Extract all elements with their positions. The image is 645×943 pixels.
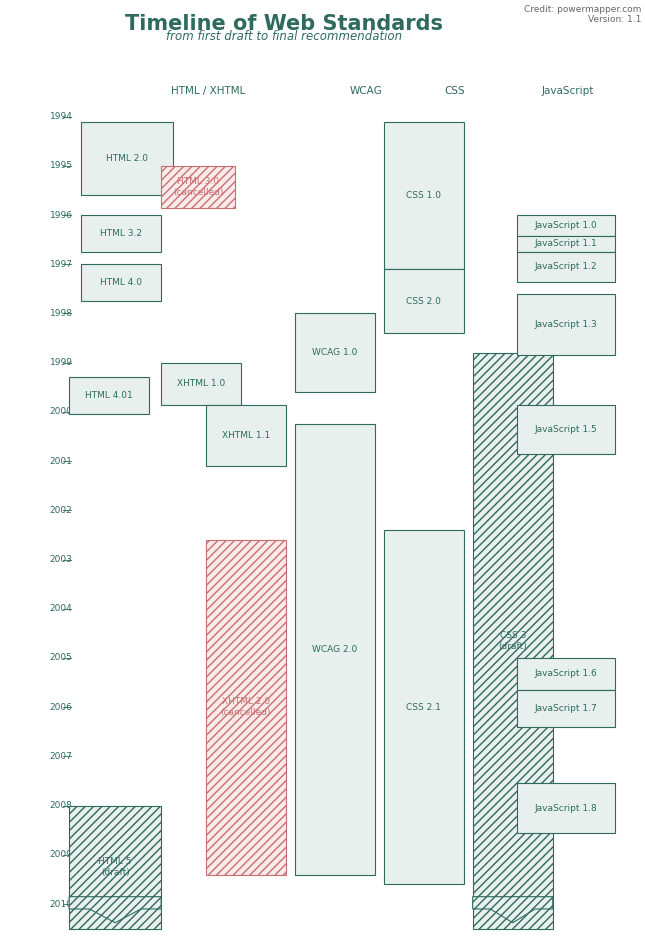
Bar (384, 530, 464, 885)
Bar (517, 784, 615, 833)
Text: HTML / XHTML: HTML / XHTML (172, 86, 246, 96)
Text: 1997: 1997 (50, 259, 72, 269)
Bar (517, 658, 615, 690)
Text: 2008: 2008 (50, 802, 72, 810)
Text: CSS: CSS (444, 86, 465, 96)
Bar (206, 540, 286, 874)
Text: JavaScript 1.7: JavaScript 1.7 (535, 703, 597, 713)
Text: JavaScript: JavaScript (541, 86, 594, 96)
Text: JavaScript 1.3: JavaScript 1.3 (535, 320, 597, 329)
Bar (517, 252, 615, 282)
Text: from first draft to final recommendation: from first draft to final recommendation (166, 30, 402, 43)
Text: HTML 5
(draft): HTML 5 (draft) (99, 857, 132, 877)
Text: HTML 3.2: HTML 3.2 (100, 229, 142, 238)
Text: CSS 1.0: CSS 1.0 (406, 190, 441, 200)
Text: XHTML 1.1: XHTML 1.1 (221, 431, 270, 439)
Text: Credit: powermapper.com
Version: 1.1: Credit: powermapper.com Version: 1.1 (524, 5, 642, 25)
Text: 2003: 2003 (50, 555, 72, 564)
Bar (295, 424, 375, 874)
Text: 2009: 2009 (50, 851, 72, 859)
Bar (517, 294, 615, 356)
Text: 1998: 1998 (50, 309, 72, 318)
Text: 2004: 2004 (50, 604, 72, 613)
Text: JavaScript 1.6: JavaScript 1.6 (535, 670, 597, 678)
Bar (161, 166, 235, 207)
Bar (295, 313, 375, 392)
Text: 2010: 2010 (50, 900, 72, 908)
Text: 1995: 1995 (50, 161, 72, 171)
Bar (517, 236, 615, 252)
Bar (81, 264, 161, 301)
Text: CSS 2.0: CSS 2.0 (406, 297, 441, 306)
Bar (517, 215, 615, 236)
Bar (161, 363, 241, 405)
Bar (384, 269, 464, 333)
Bar (206, 405, 286, 466)
Text: WCAG 1.0: WCAG 1.0 (312, 348, 357, 357)
Text: HTML 4.01: HTML 4.01 (85, 391, 133, 401)
Text: JavaScript 1.5: JavaScript 1.5 (535, 424, 597, 434)
Text: JavaScript 1.2: JavaScript 1.2 (535, 262, 597, 272)
Bar (81, 215, 161, 252)
Bar (69, 805, 161, 929)
Text: 1996: 1996 (50, 210, 72, 220)
Text: 1999: 1999 (50, 358, 72, 367)
Text: WCAG 2.0: WCAG 2.0 (312, 645, 357, 653)
Polygon shape (69, 897, 161, 923)
Text: CSS 2.1: CSS 2.1 (406, 703, 441, 712)
Bar (384, 122, 464, 269)
Text: JavaScript 1.0: JavaScript 1.0 (535, 221, 597, 230)
Text: WCAG: WCAG (350, 86, 382, 96)
Text: JavaScript 1.8: JavaScript 1.8 (535, 803, 597, 813)
Text: 2005: 2005 (50, 653, 72, 663)
Text: HTML 2.0: HTML 2.0 (106, 154, 148, 163)
Text: 2007: 2007 (50, 752, 72, 761)
Text: 2006: 2006 (50, 703, 72, 712)
Bar (473, 353, 553, 929)
Text: JavaScript 1.1: JavaScript 1.1 (535, 240, 597, 248)
Text: 2000: 2000 (50, 407, 72, 417)
Text: 2002: 2002 (50, 505, 72, 515)
Text: CSS 3
(draft): CSS 3 (draft) (499, 631, 527, 651)
Bar (69, 377, 149, 414)
Text: HTML 3.0
(cancelled): HTML 3.0 (cancelled) (173, 176, 223, 197)
Text: HTML 4.0: HTML 4.0 (100, 278, 142, 288)
Polygon shape (473, 897, 553, 923)
Text: XHTML 1.0: XHTML 1.0 (177, 379, 225, 389)
Text: 1994: 1994 (50, 112, 72, 121)
Text: Timeline of Web Standards: Timeline of Web Standards (124, 14, 443, 34)
Text: 2001: 2001 (50, 456, 72, 466)
Bar (517, 690, 615, 727)
Bar (517, 405, 615, 454)
Bar (81, 122, 173, 195)
Text: XHTML 2.0
(cancelled): XHTML 2.0 (cancelled) (221, 697, 271, 718)
